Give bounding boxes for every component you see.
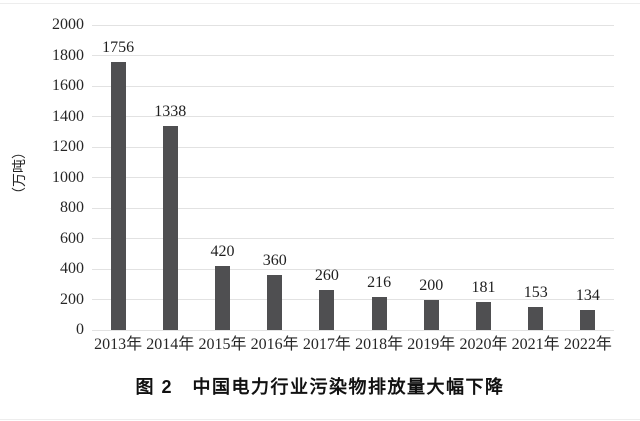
bar-value-label: 1756 xyxy=(102,39,135,57)
chart-caption: 图 2 中国电力行业污染物排放量大幅下降 xyxy=(135,377,505,397)
bar-value-label: 420 xyxy=(210,242,235,260)
x-tick-label: 2013年 xyxy=(94,336,143,353)
bar-value-label: 260 xyxy=(314,267,339,285)
x-tick-label: 2014年 xyxy=(146,336,195,353)
bar xyxy=(267,275,283,330)
x-tick-label: 2018年 xyxy=(355,336,404,353)
bar-value-label: 1338 xyxy=(154,102,187,120)
bar xyxy=(580,309,596,330)
y-tick-label: 200 xyxy=(60,290,84,308)
bar-value-label: 181 xyxy=(471,279,496,297)
x-tick-label: 2015年 xyxy=(198,336,247,353)
gridline xyxy=(92,268,614,270)
bar xyxy=(162,125,178,330)
gridline xyxy=(92,146,614,148)
y-tick-label: 1200 xyxy=(52,138,84,155)
bar xyxy=(476,302,491,330)
x-tick-label: 2022年 xyxy=(563,336,612,353)
bar-value-label: 200 xyxy=(419,276,444,294)
y-tick-label: 2000 xyxy=(52,16,84,33)
gridline xyxy=(92,85,614,87)
bar xyxy=(110,62,126,330)
bar xyxy=(528,306,544,330)
bar-value-label: 134 xyxy=(575,286,600,304)
y-tick-label: 600 xyxy=(60,229,84,247)
bar xyxy=(215,265,230,330)
y-tick-label: 1600 xyxy=(52,77,84,94)
bottom-border-line xyxy=(0,419,640,420)
bar-value-label: 216 xyxy=(367,274,392,292)
top-border-line xyxy=(0,3,640,4)
gridline xyxy=(92,55,614,56)
x-tick-label: 2017年 xyxy=(302,336,351,353)
y-tick-label: 800 xyxy=(60,199,84,216)
bar-value-label: 153 xyxy=(523,283,548,301)
gridline xyxy=(92,177,614,178)
x-tick-label: 2016年 xyxy=(250,336,299,353)
x-tick-label: 2021年 xyxy=(511,336,560,353)
bar-value-label: 360 xyxy=(262,252,287,270)
gridline xyxy=(92,238,614,239)
y-tick-label: 0 xyxy=(76,321,84,338)
y-tick-label: 1400 xyxy=(52,107,84,125)
x-tick-label: 2019年 xyxy=(407,336,456,353)
y-axis-title: （万吨） xyxy=(13,145,28,201)
gridline xyxy=(92,329,614,331)
y-tick-label: 400 xyxy=(60,260,84,277)
y-tick-label: 1800 xyxy=(52,46,84,64)
gridline xyxy=(92,24,614,26)
bar xyxy=(371,297,387,330)
y-tick-label: 1000 xyxy=(52,168,84,186)
bar xyxy=(319,290,335,330)
gridline xyxy=(92,207,614,209)
x-tick-label: 2020年 xyxy=(459,336,508,353)
gridline xyxy=(92,116,614,117)
bar xyxy=(423,299,439,330)
gridline xyxy=(92,299,614,300)
